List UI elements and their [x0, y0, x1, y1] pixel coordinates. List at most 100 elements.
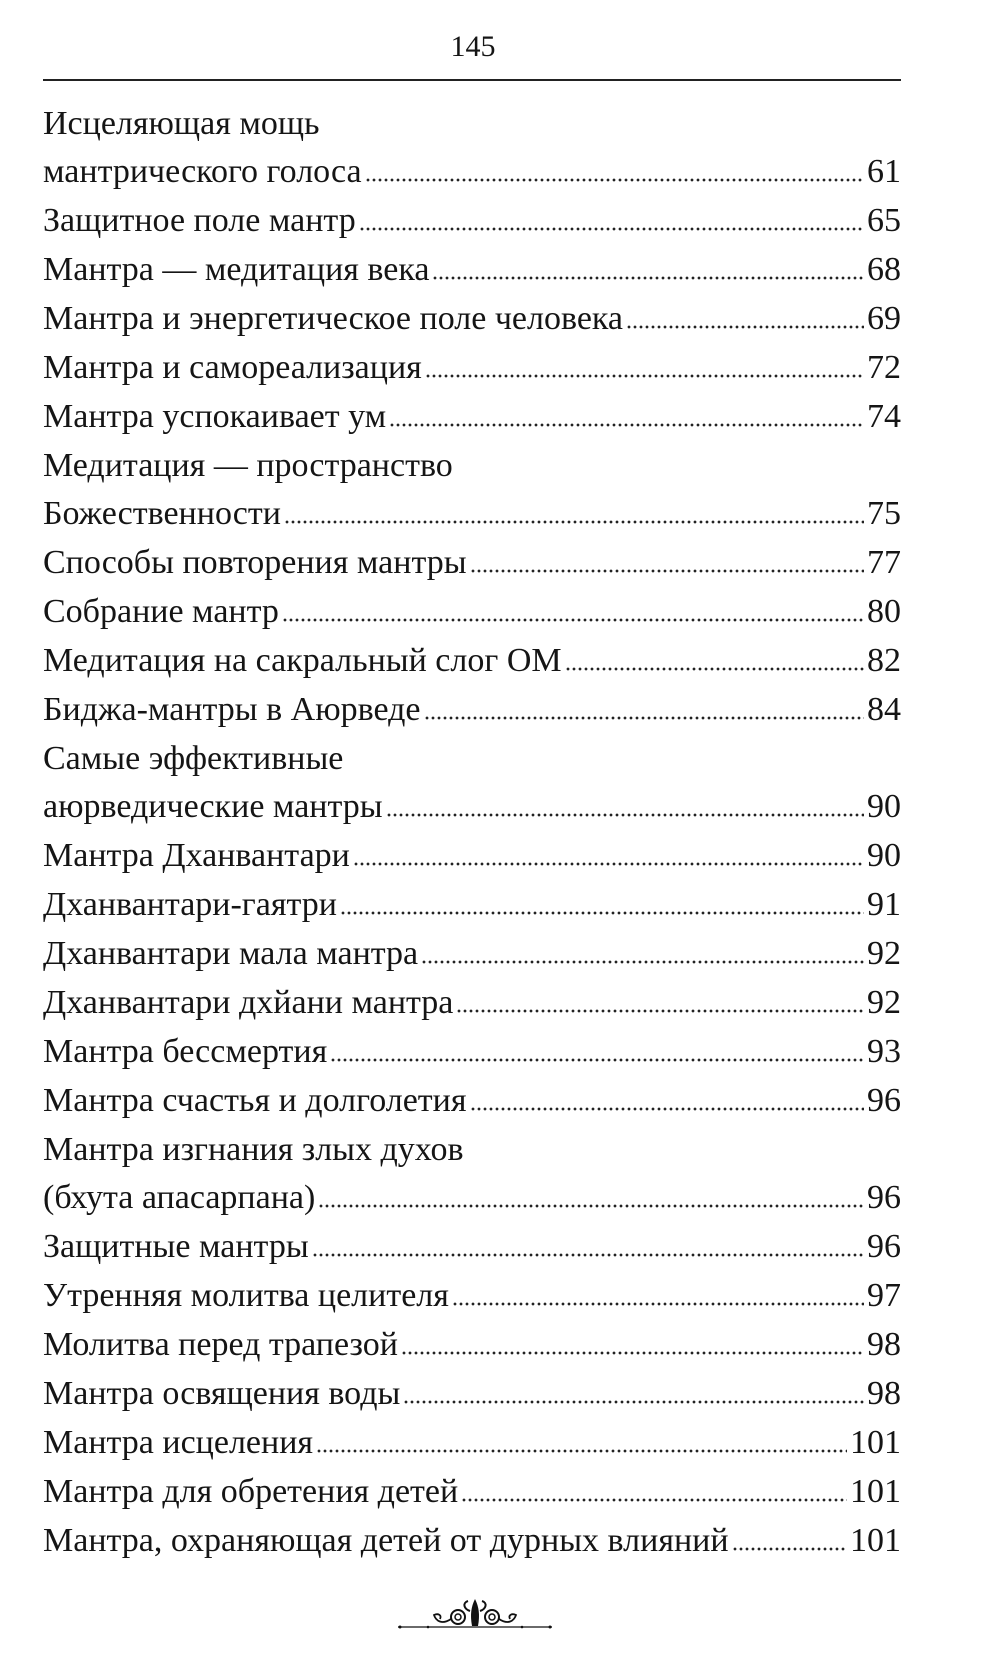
- toc-entry[interactable]: Самые эффективные аюрведические мантры 90: [43, 739, 901, 827]
- toc-entry-page: 97: [867, 1277, 901, 1314]
- toc-entry-page: 68: [867, 251, 901, 288]
- toc-entry[interactable]: Мантра и самореализация 72: [43, 348, 901, 388]
- toc-entry-title: Мантра исцеления: [43, 1424, 314, 1461]
- dot-leader: [318, 1204, 864, 1208]
- toc-entry[interactable]: Мантра, охраняющая детей от дурных влиян…: [43, 1521, 901, 1561]
- dot-leader: [469, 569, 864, 573]
- toc-entry[interactable]: Защитное поле мантр 65: [43, 201, 901, 241]
- toc-entry[interactable]: Дханвантари мала мантра 92: [43, 934, 901, 974]
- toc-entry[interactable]: Дханвантари-гаятри 91: [43, 885, 901, 925]
- toc-entry-title: Биджа-мантры в Аюрведе: [43, 691, 421, 728]
- toc-entry-title: Мантра, охраняющая детей от дурных влиян…: [43, 1522, 729, 1559]
- toc-entry-title: Утренняя молитва целителя: [43, 1277, 449, 1314]
- toc-entry-title: Медитация на сакральный слог ОМ: [43, 642, 562, 679]
- dot-leader: [358, 227, 864, 231]
- toc-entry[interactable]: Мантра — медитация века 68: [43, 250, 901, 290]
- toc-entry[interactable]: Собрание мантр 80: [43, 592, 901, 632]
- toc-entry-page: 80: [867, 593, 901, 630]
- toc-entry[interactable]: Биджа-мантры в Аюрведе 84: [43, 690, 901, 730]
- toc-entry-title: Мантра счастья и долголетия: [43, 1082, 467, 1119]
- dot-leader: [469, 1107, 864, 1111]
- toc-entry-title: Мантра освящения воды: [43, 1375, 401, 1412]
- toc-entry[interactable]: Мантра успокаивает ум 74: [43, 397, 901, 437]
- toc-entry-page: 96: [867, 1228, 901, 1265]
- toc-entry[interactable]: Мантра освящения воды 98: [43, 1374, 901, 1414]
- toc-entry-title: Способы повторения мантры: [43, 544, 467, 581]
- toc-entry-page: 84: [867, 691, 901, 728]
- dot-leader: [456, 1009, 864, 1013]
- dot-leader: [461, 1498, 847, 1502]
- dot-leader: [423, 716, 864, 720]
- dot-leader: [330, 1058, 864, 1062]
- toc-entry-title: Божественности: [43, 495, 281, 532]
- dot-leader: [451, 1302, 864, 1306]
- dot-leader: [731, 1547, 847, 1551]
- toc-entry[interactable]: Молитва перед трапезой 98: [43, 1325, 901, 1365]
- toc-entry-page: 77: [867, 544, 901, 581]
- toc-entry-page: 69: [867, 300, 901, 337]
- toc-entry[interactable]: Защитные мантры 96: [43, 1227, 901, 1267]
- toc-entry-title: Мантра изгнания злых духов: [43, 1131, 464, 1168]
- toc-entry-title: мантрического голоса: [43, 153, 362, 190]
- toc-entry-title: Мантра для обретения детей: [43, 1473, 459, 1510]
- toc-entry-page: 61: [867, 153, 901, 190]
- dot-leader: [283, 520, 864, 524]
- toc-entry-title: Мантра бессмертия: [43, 1033, 328, 1070]
- toc-entry[interactable]: Дханвантари дхйани мантра 92: [43, 983, 901, 1023]
- toc-entry-title: Дханвантари-гаятри: [43, 886, 337, 923]
- toc-entry-title: Самые эффективные: [43, 740, 344, 777]
- dot-leader: [432, 276, 864, 280]
- dot-leader: [389, 423, 864, 427]
- dot-leader: [316, 1449, 847, 1453]
- toc-entry-title: аюрведические мантры: [43, 788, 383, 825]
- toc-entry-title: Медитация — пространство: [43, 447, 453, 484]
- toc-entry-page: 96: [867, 1082, 901, 1119]
- toc-entry-title: Мантра и самореализация: [43, 349, 422, 386]
- toc-entry-page: 72: [867, 349, 901, 386]
- header-rule: [43, 79, 901, 81]
- toc-entry-page: 98: [867, 1375, 901, 1412]
- toc-entry[interactable]: Мантра изгнания злых духов (бхута апасарп…: [43, 1130, 901, 1218]
- toc-entry-page: 101: [850, 1473, 901, 1510]
- toc-entry-title: Дханвантари мала мантра: [43, 935, 419, 972]
- toc-entry-page: 92: [867, 935, 901, 972]
- dot-leader: [424, 374, 864, 378]
- toc-entry-title: Защитное поле мантр: [43, 202, 356, 239]
- dot-leader: [564, 667, 864, 671]
- toc-entry[interactable]: Мантра исцеления 101: [43, 1423, 901, 1463]
- dot-leader: [626, 325, 864, 329]
- page-number: 145: [450, 30, 496, 63]
- toc-entry-title: Мантра и энергетическое поле человека: [43, 300, 624, 337]
- toc-entry-page: 101: [850, 1424, 901, 1461]
- toc-entry[interactable]: Утренняя молитва целителя 97: [43, 1276, 901, 1316]
- toc-entry[interactable]: Мантра бессмертия 93: [43, 1032, 901, 1072]
- toc-entry-page: 90: [867, 837, 901, 874]
- toc-entry-page: 75: [867, 495, 901, 532]
- toc-entry-page: 82: [867, 642, 901, 679]
- toc-entry[interactable]: Мантра счастья и долголетия 96: [43, 1081, 901, 1121]
- toc-entry-page: 101: [850, 1522, 901, 1559]
- toc-entry-page: 98: [867, 1326, 901, 1363]
- toc-entry-title: (бхута апасарпана): [43, 1179, 316, 1216]
- toc-entry[interactable]: Исцеляющая мощь мантрического голоса 61: [43, 104, 901, 192]
- toc-entry[interactable]: Медитация на сакральный слог ОМ 82: [43, 641, 901, 681]
- toc-entry-title: Мантра — медитация века: [43, 251, 430, 288]
- toc-entry[interactable]: Мантра Дханвантари 90: [43, 836, 901, 876]
- dot-leader: [400, 1351, 864, 1355]
- toc-entry-page: 91: [867, 886, 901, 923]
- toc-entry-title: Мантра Дханвантари: [43, 837, 350, 874]
- toc-entry-page: 65: [867, 202, 901, 239]
- toc-entry-title: Исцеляющая мощь: [43, 105, 320, 142]
- toc-entry-page: 93: [867, 1033, 901, 1070]
- toc-entry[interactable]: Мантра и энергетическое поле человека 69: [43, 299, 901, 339]
- toc-entry-title: Собрание мантр: [43, 593, 279, 630]
- toc-entry-page: 96: [867, 1179, 901, 1216]
- toc-entry[interactable]: Мантра для обретения детей 101: [43, 1472, 901, 1512]
- dot-leader: [364, 178, 864, 182]
- toc-entry-title: Мантра успокаивает ум: [43, 398, 387, 435]
- dot-leader: [385, 813, 864, 817]
- toc-entry[interactable]: Медитация — пространство Божественности 75: [43, 446, 901, 534]
- table-of-contents: Исцеляющая мощь мантрического голоса 61 Защ…: [43, 104, 901, 1570]
- toc-entry[interactable]: Способы повторения мантры 77: [43, 543, 901, 583]
- toc-entry-title: Защитные мантры: [43, 1228, 309, 1265]
